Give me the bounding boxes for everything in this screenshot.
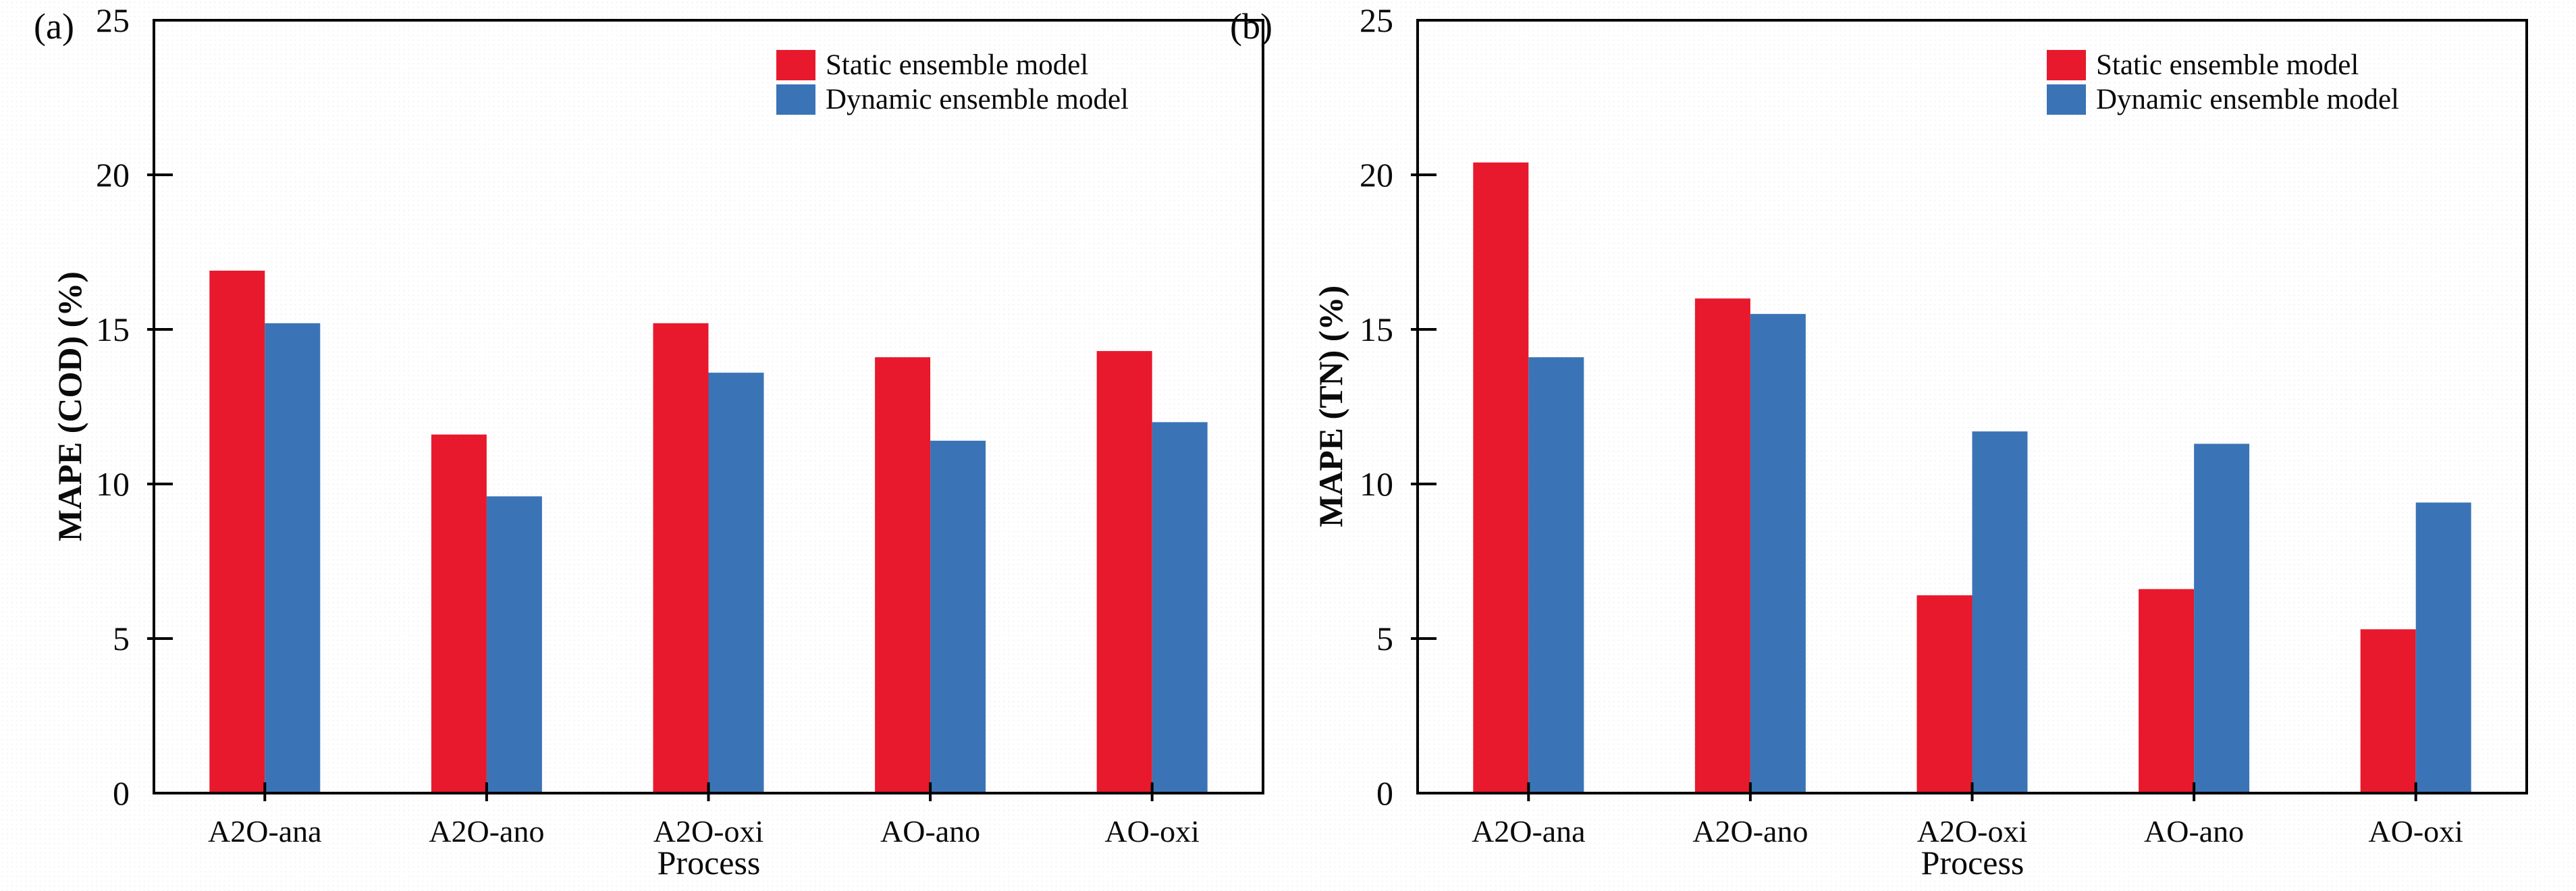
x-axis-title-b: Process bbox=[1921, 844, 2024, 882]
category-label-AO-oxi: AO-oxi bbox=[2368, 814, 2463, 848]
y-tick-label-0: 0 bbox=[1376, 774, 1393, 812]
y-tick-label-0: 0 bbox=[113, 774, 130, 812]
x-axis-title-a: Process bbox=[657, 844, 761, 882]
dynamic-series-swatch bbox=[2047, 84, 2086, 115]
bar-static-A2O-ano bbox=[431, 434, 487, 793]
bar-dynamic-A2O-ana bbox=[265, 323, 321, 794]
y-tick-label-5: 5 bbox=[1376, 620, 1393, 657]
category-label-A2O-ana: A2O-ana bbox=[1472, 814, 1586, 848]
bar-dynamic-A2O-oxi bbox=[1972, 431, 2028, 793]
y-tick-label-20: 20 bbox=[1360, 156, 1393, 194]
bar-dynamic-A2O-ano bbox=[1750, 314, 1806, 794]
legend-label: Dynamic ensemble model bbox=[826, 84, 1129, 115]
y-axis-title-tn: MAPE (TN) (%) bbox=[1312, 285, 1349, 528]
bar-dynamic-AO-ano bbox=[930, 440, 986, 793]
legend-panel-a: Static ensemble model Dynamic ensemble m… bbox=[776, 50, 1129, 119]
y-tick-label-10: 10 bbox=[96, 465, 130, 503]
bar-dynamic-A2O-oxi bbox=[708, 373, 764, 793]
bar-static-A2O-oxi bbox=[653, 323, 709, 794]
bar-static-A2O-oxi bbox=[1916, 595, 1973, 793]
legend-item-static: Static ensemble model bbox=[776, 50, 1129, 80]
y-tick-label-5: 5 bbox=[113, 620, 130, 657]
bar-static-AO-oxi bbox=[1096, 351, 1152, 793]
legend-item-static: Static ensemble model bbox=[2047, 50, 2399, 80]
category-label-AO-ano: AO-ano bbox=[2144, 814, 2244, 848]
y-tick-label-20: 20 bbox=[96, 156, 130, 194]
y-tick-label-25: 25 bbox=[1360, 1, 1393, 39]
dynamic-series-swatch bbox=[776, 84, 815, 115]
category-label-A2O-ano: A2O-ano bbox=[429, 814, 544, 848]
y-tick-label-25: 25 bbox=[96, 1, 130, 39]
legend-label: Static ensemble model bbox=[826, 49, 1089, 81]
category-label-AO-oxi: AO-oxi bbox=[1104, 814, 1200, 848]
bar-dynamic-AO-oxi bbox=[2415, 502, 2471, 793]
legend-label: Static ensemble model bbox=[2096, 49, 2359, 81]
static-series-swatch bbox=[2047, 50, 2086, 80]
legend-panel-b: Static ensemble model Dynamic ensemble m… bbox=[2047, 50, 2399, 119]
panel-letter-b: (b) bbox=[1230, 6, 1272, 47]
category-label-A2O-ana: A2O-ana bbox=[208, 814, 322, 848]
category-label-A2O-oxi: A2O-oxi bbox=[1917, 814, 2028, 848]
bar-static-A2O-ana bbox=[209, 270, 265, 794]
legend-label: Dynamic ensemble model bbox=[2096, 84, 2399, 115]
y-tick-label-10: 10 bbox=[1360, 465, 1393, 503]
bar-dynamic-AO-ano bbox=[2194, 443, 2250, 793]
bar-static-AO-ano bbox=[875, 357, 931, 793]
bar-static-A2O-ano bbox=[1694, 298, 1750, 793]
legend-item-dynamic: Dynamic ensemble model bbox=[776, 84, 1129, 115]
category-label-A2O-oxi: A2O-oxi bbox=[653, 814, 764, 848]
y-tick-label-15: 15 bbox=[1360, 310, 1393, 348]
bar-dynamic-A2O-ana bbox=[1528, 357, 1584, 793]
panel-letter-a: (a) bbox=[34, 6, 74, 47]
bar-static-AO-ano bbox=[2139, 589, 2195, 793]
y-axis-title-cod: MAPE (COD) (%) bbox=[51, 271, 88, 541]
bar-static-AO-oxi bbox=[2360, 629, 2416, 793]
bar-static-A2O-ana bbox=[1473, 162, 1529, 793]
category-label-AO-ano: AO-ano bbox=[880, 814, 980, 848]
legend-item-dynamic: Dynamic ensemble model bbox=[2047, 84, 2399, 115]
static-series-swatch bbox=[776, 50, 815, 80]
bar-dynamic-AO-oxi bbox=[1152, 422, 1208, 793]
bar-dynamic-A2O-ano bbox=[486, 496, 542, 793]
category-label-A2O-ano: A2O-ano bbox=[1692, 814, 1808, 848]
y-tick-label-15: 15 bbox=[96, 310, 130, 348]
